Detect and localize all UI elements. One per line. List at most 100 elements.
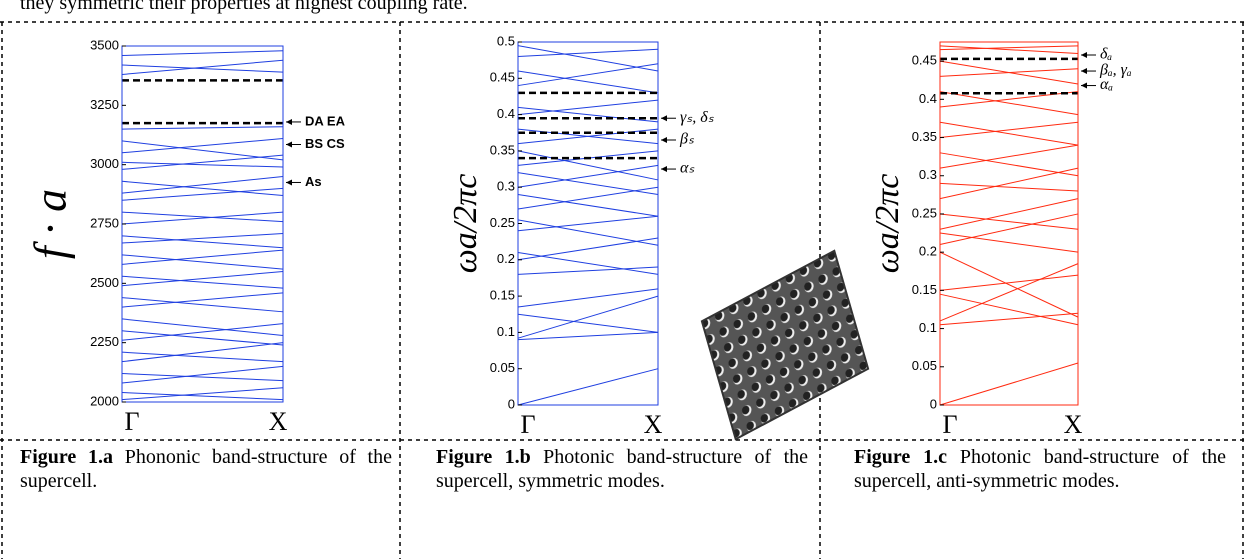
band-line bbox=[121, 211, 284, 225]
band-line bbox=[517, 63, 659, 87]
band-line bbox=[121, 59, 284, 75]
y-tick-label: 0.1 bbox=[497, 324, 515, 339]
band-line bbox=[121, 351, 284, 363]
y-tick-label: 0.15 bbox=[490, 288, 515, 303]
band-line bbox=[121, 235, 284, 249]
band-line bbox=[517, 215, 659, 232]
band-line bbox=[517, 313, 659, 333]
band-line bbox=[517, 288, 659, 308]
y-tick-label: 0.35 bbox=[490, 142, 515, 157]
y-tick-label: 0.2 bbox=[497, 251, 515, 266]
plots: 2000 2250 2500 2750 3000 3250 3500 Γ Xf · a DA EA… bbox=[25, 33, 1132, 439]
band-line bbox=[939, 198, 1079, 230]
band-line bbox=[121, 323, 284, 341]
x-tick-label: Γ bbox=[520, 410, 535, 439]
annotation-label: γₛ, δₛ bbox=[680, 109, 715, 126]
annotation-label: αₛ bbox=[680, 160, 695, 177]
band-line bbox=[121, 297, 284, 313]
band-line bbox=[939, 362, 1079, 406]
band-line bbox=[939, 144, 1079, 169]
y-tick-label: 3250 bbox=[90, 97, 119, 112]
x-tick-label: X bbox=[1064, 410, 1083, 439]
band-line bbox=[517, 252, 659, 275]
band-line bbox=[517, 266, 659, 275]
band-line bbox=[121, 373, 284, 382]
y-tick-label: 0.45 bbox=[912, 53, 937, 68]
arrow-head bbox=[1081, 51, 1087, 58]
band-line bbox=[121, 270, 284, 287]
caption: Figure 1.b Photonic band-structure of th… bbox=[436, 445, 808, 493]
band-line bbox=[121, 365, 284, 384]
y-tick-label: 0.05 bbox=[912, 358, 937, 373]
annotation-label: DA EA bbox=[305, 113, 346, 128]
band-line bbox=[517, 106, 659, 123]
y-tick-label: 0.35 bbox=[912, 129, 937, 144]
band-line bbox=[121, 161, 284, 168]
crystal-inset bbox=[700, 249, 870, 441]
x-tick-label: Γ bbox=[942, 410, 957, 439]
annotation-label: βₐ, γₐ bbox=[1099, 62, 1132, 79]
caption-text: Phononic band-structure of the supercell… bbox=[20, 446, 392, 492]
plot-frame bbox=[121, 45, 284, 403]
band-line bbox=[517, 172, 659, 195]
band-line bbox=[517, 368, 659, 406]
caption: Figure 1.c Photonic band-structure of th… bbox=[854, 445, 1226, 493]
band-line bbox=[939, 251, 1079, 318]
y-tick-label: 0.15 bbox=[912, 282, 937, 297]
band-line bbox=[939, 312, 1079, 326]
plot-frame bbox=[939, 41, 1079, 406]
y-tick-label: 0.25 bbox=[490, 215, 515, 230]
y-axis-label: f · a bbox=[25, 189, 76, 259]
band-line bbox=[121, 187, 284, 201]
band-line bbox=[121, 232, 284, 244]
band-line bbox=[121, 275, 284, 289]
y-tick-label: 0.3 bbox=[497, 179, 515, 194]
band-line bbox=[939, 91, 1079, 116]
arrow-head bbox=[286, 118, 292, 125]
band-line bbox=[121, 138, 284, 154]
band-line bbox=[939, 213, 1079, 230]
y-tick-label: 2250 bbox=[90, 334, 119, 349]
y-tick-label: 0.4 bbox=[919, 91, 937, 106]
x-tick-label: X bbox=[644, 410, 663, 439]
band-line bbox=[517, 45, 659, 72]
band-line bbox=[939, 45, 1079, 54]
band-line bbox=[939, 274, 1079, 291]
caption-text: Photonic band-structure of the supercell… bbox=[854, 446, 1227, 492]
y-tick-label: 3500 bbox=[90, 37, 119, 52]
y-axis-label: ωa/2πc bbox=[447, 174, 484, 274]
caption-label: Figure 1.a bbox=[20, 446, 113, 468]
band-line bbox=[121, 254, 284, 270]
band-line bbox=[121, 342, 284, 363]
y-tick-label: 0.05 bbox=[490, 360, 515, 375]
band-line bbox=[121, 330, 284, 346]
band-line bbox=[939, 167, 1079, 200]
y-tick-label: 0.25 bbox=[912, 205, 937, 220]
band-line bbox=[939, 152, 1079, 177]
band-line bbox=[517, 219, 659, 246]
band-line bbox=[517, 99, 659, 116]
annotation-label: As bbox=[305, 174, 322, 189]
arrow-head bbox=[661, 115, 667, 122]
band-line bbox=[121, 176, 284, 194]
arrow-head bbox=[1081, 82, 1087, 89]
band-line bbox=[517, 48, 659, 58]
band-line bbox=[939, 263, 1079, 322]
band-line bbox=[121, 180, 284, 197]
band-line bbox=[939, 213, 1079, 246]
band-line bbox=[517, 150, 659, 181]
y-tick-label: 0.5 bbox=[497, 33, 515, 48]
band-line bbox=[939, 232, 1079, 253]
caption-label: Figure 1.b bbox=[436, 446, 531, 468]
band-line bbox=[121, 292, 284, 308]
band-line bbox=[121, 318, 284, 337]
arrow-head bbox=[661, 166, 667, 173]
y-tick-label: 2000 bbox=[90, 393, 119, 408]
band-line bbox=[121, 249, 284, 265]
band-line bbox=[121, 154, 284, 170]
annotation-label: δₐ bbox=[1100, 46, 1112, 63]
band-line bbox=[939, 45, 1079, 51]
annotation-label: BS CS bbox=[305, 136, 345, 151]
band-line bbox=[121, 392, 284, 401]
annotation-label: αₐ bbox=[1100, 76, 1113, 93]
